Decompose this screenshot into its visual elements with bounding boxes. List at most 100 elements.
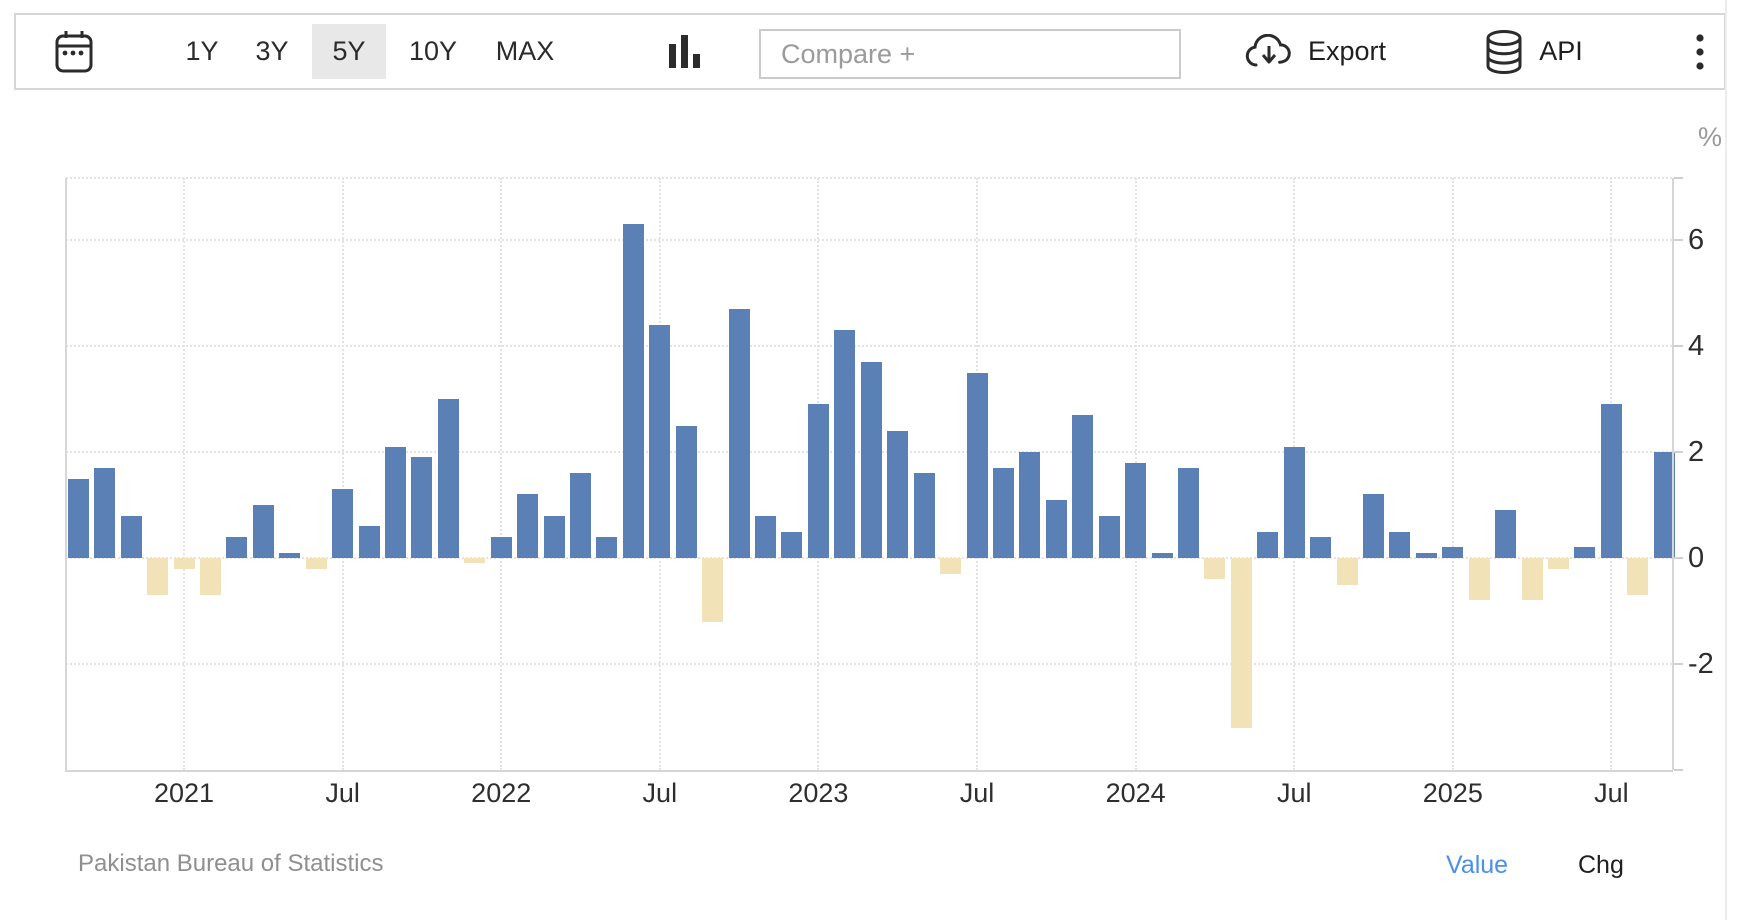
bar-2021-04[interactable]: [252, 505, 274, 558]
bar-2021-10[interactable]: [411, 457, 433, 558]
bar-2024-08[interactable]: [1310, 536, 1332, 558]
left-plot-border: [65, 178, 67, 770]
bar-2023-06[interactable]: [940, 558, 962, 574]
bar-2025-06[interactable]: [1574, 547, 1596, 558]
export-button[interactable]: Export: [1220, 15, 1410, 88]
bar-2021-08[interactable]: [358, 526, 380, 558]
cloud-download-icon: [1245, 33, 1291, 66]
chart-toolbar: 1Y 3Y 5Y 10Y MAX Export: [14, 13, 1726, 90]
bar-2022-06[interactable]: [622, 224, 644, 558]
bar-2022-07[interactable]: [649, 324, 671, 558]
bar-2022-02[interactable]: [517, 494, 539, 558]
bar-2023-03[interactable]: [860, 361, 882, 558]
y-axis-label-0: 0: [1688, 542, 1705, 574]
column-chart-icon: [669, 34, 700, 68]
gridline-top: [66, 177, 1672, 179]
bar-2024-10[interactable]: [1363, 494, 1385, 558]
bar-2025-03[interactable]: [1495, 510, 1517, 558]
y-axis-tick: [1674, 557, 1683, 559]
bar-2021-11[interactable]: [437, 399, 459, 558]
more-options-button[interactable]: [1680, 15, 1720, 88]
bar-2022-04[interactable]: [570, 473, 592, 558]
bar-2023-02[interactable]: [834, 330, 856, 558]
bar-2025-04[interactable]: [1521, 558, 1543, 601]
range-button-1y[interactable]: 1Y: [185, 36, 219, 66]
bar-2025-01[interactable]: [1442, 547, 1464, 558]
bar-2020-11[interactable]: [120, 515, 142, 558]
range-button-3y[interactable]: 3Y: [255, 36, 289, 66]
x-axis-label-4: 2023: [788, 778, 849, 808]
bar-2023-04[interactable]: [887, 430, 909, 558]
bar-2021-07[interactable]: [332, 489, 354, 558]
bar-2023-05[interactable]: [913, 473, 935, 558]
bar-2023-09[interactable]: [1019, 452, 1041, 558]
kebab-menu-icon: [1696, 33, 1704, 70]
gridline-y--2: [66, 663, 1672, 665]
y-axis-label-2: 2: [1688, 436, 1705, 468]
bar-2024-03[interactable]: [1177, 467, 1199, 558]
bar-2025-05[interactable]: [1548, 558, 1570, 569]
bar-2023-07[interactable]: [966, 372, 988, 558]
bar-2024-11[interactable]: [1389, 531, 1411, 558]
bar-2024-04[interactable]: [1204, 558, 1226, 580]
bar-2025-07[interactable]: [1600, 404, 1622, 558]
chg-mode-toggle[interactable]: Chg: [1578, 851, 1624, 879]
bar-2020-09[interactable]: [67, 478, 89, 558]
x-axis-label-3: Jul: [642, 778, 678, 808]
bar-2022-10[interactable]: [728, 308, 750, 558]
bar-2022-12[interactable]: [781, 531, 803, 558]
calendar-button[interactable]: [44, 15, 104, 88]
gridline-x-2021: [183, 178, 186, 770]
bar-2022-08[interactable]: [675, 425, 697, 558]
bar-2021-12[interactable]: [464, 558, 486, 564]
bar-2021-03[interactable]: [226, 536, 248, 558]
bar-2021-02[interactable]: [199, 558, 221, 596]
bar-2024-01[interactable]: [1125, 462, 1147, 558]
bar-2025-09[interactable]: [1653, 452, 1675, 558]
bar-2023-10[interactable]: [1045, 499, 1067, 558]
x-axis-line: [65, 770, 1673, 772]
export-label: Export: [1307, 36, 1387, 66]
bar-2024-02[interactable]: [1151, 552, 1173, 558]
bar-2023-08[interactable]: [992, 467, 1014, 558]
bar-2024-06[interactable]: [1257, 531, 1279, 558]
bar-2024-12[interactable]: [1415, 552, 1437, 558]
bar-2025-08[interactable]: [1627, 558, 1649, 596]
bar-2022-09[interactable]: [702, 558, 724, 622]
bar-2024-09[interactable]: [1336, 558, 1358, 585]
range-button-10y[interactable]: 10Y: [408, 36, 458, 66]
bar-2021-06[interactable]: [305, 558, 327, 569]
bar-2022-11[interactable]: [755, 515, 777, 558]
bar-2023-01[interactable]: [807, 404, 829, 558]
bar-2022-01[interactable]: [490, 536, 512, 558]
api-button[interactable]: API: [1468, 15, 1598, 88]
x-axis-label-2: 2022: [471, 778, 532, 808]
range-button-5y[interactable]: 5Y: [312, 24, 386, 79]
bar-2021-01[interactable]: [173, 558, 195, 569]
database-icon: [1486, 29, 1522, 74]
bar-2020-10[interactable]: [94, 467, 116, 558]
bar-2024-07[interactable]: [1283, 446, 1305, 558]
y-axis-label--2: -2: [1688, 648, 1714, 680]
bar-2021-05[interactable]: [279, 552, 301, 558]
x-axis-label-5: Jul: [959, 778, 995, 808]
bar-2022-05[interactable]: [596, 536, 618, 558]
bar-2025-02[interactable]: [1468, 558, 1490, 601]
y-axis-tick: [1674, 177, 1683, 179]
bar-2023-12[interactable]: [1098, 515, 1120, 558]
y-axis-label-6: 6: [1688, 224, 1705, 256]
bar-2024-05[interactable]: [1230, 558, 1252, 728]
gridline-x-2025: [1451, 178, 1454, 770]
compare-input[interactable]: [759, 29, 1181, 79]
bar-2020-12[interactable]: [147, 558, 169, 596]
x-axis-label-7: Jul: [1276, 778, 1312, 808]
y-axis-tick: [1674, 769, 1683, 771]
chart-type-button[interactable]: [661, 15, 707, 88]
bar-2021-09[interactable]: [384, 446, 406, 558]
value-mode-toggle[interactable]: Value: [1446, 851, 1509, 879]
bar-2023-11[interactable]: [1072, 414, 1094, 558]
range-button-max[interactable]: MAX: [495, 36, 555, 66]
bar-2022-03[interactable]: [543, 515, 565, 558]
